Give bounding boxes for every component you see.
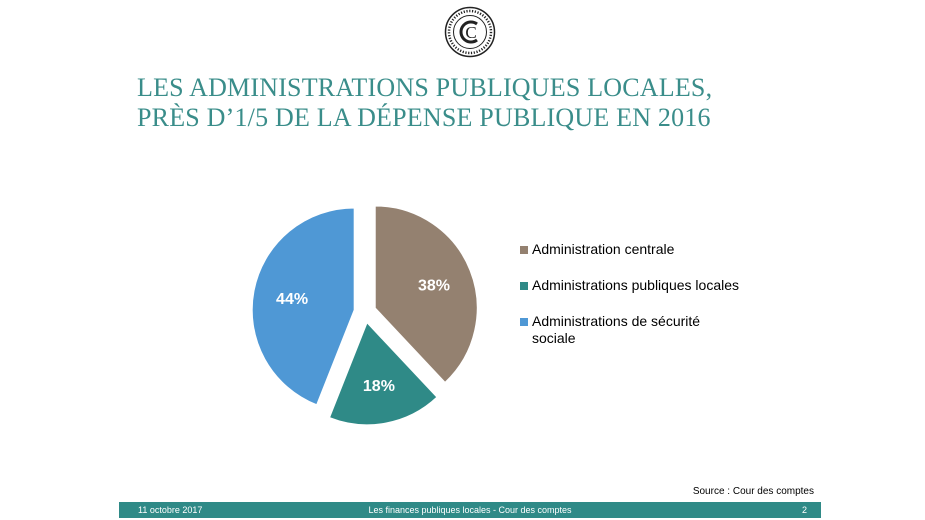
slide-title-line-1: LES ADMINISTRATIONS PUBLIQUES LOCALES, — [137, 73, 713, 102]
legend-label: Administrations publiques locales — [532, 277, 739, 293]
footer-title: Les finances publiques locales - Cour de… — [368, 505, 572, 515]
slide-title: LES ADMINISTRATIONS PUBLIQUES LOCALES, P… — [137, 73, 837, 133]
pie-slice-label-1: 38% — [418, 278, 450, 295]
footer-date: 11 octobre 2017 — [138, 505, 203, 515]
legend-swatch — [520, 318, 528, 326]
footer-bar: 11 octobre 2017 Les finances publiques l… — [119, 502, 821, 518]
pie-slice-label-3: 44% — [276, 291, 308, 308]
pie-slice-label-2: 18% — [363, 378, 395, 395]
legend-label: Administrations de sécurité sociale — [532, 313, 701, 346]
seal-logo-icon: C — [444, 6, 496, 58]
pie-slice-1 — [374, 205, 478, 384]
footer-page-number: 2 — [801, 505, 807, 515]
legend-item: Administrations publiques locales — [520, 277, 740, 294]
source-note: Source : Cour des comptes — [692, 486, 814, 497]
legend-item: Administration centrale — [520, 241, 740, 258]
legend-swatch — [520, 246, 528, 254]
legend-swatch — [520, 282, 528, 290]
slide-title-line-2: PRÈS D’1/5 DE LA DÉPENSE PUBLIQUE EN 201… — [137, 103, 711, 132]
legend-label: Administration centrale — [532, 241, 675, 257]
pie-slice-2 — [328, 321, 438, 426]
pie-slice-3 — [251, 207, 355, 406]
logo-letter: C — [465, 23, 476, 42]
pie-chart: 38% 18% 44% — [251, 205, 478, 426]
chart-legend: Administration centrale Administrations p… — [520, 241, 740, 347]
legend-item: Administrations de sécurité sociale — [520, 313, 740, 347]
